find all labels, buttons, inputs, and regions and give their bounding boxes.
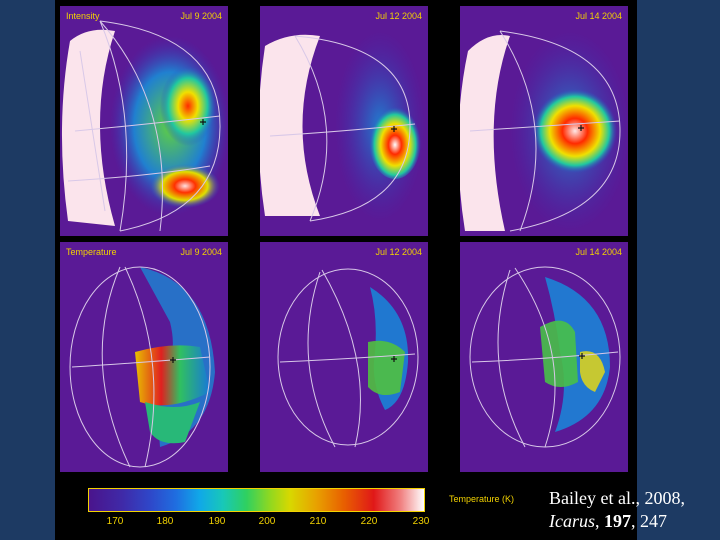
temperature-colorbar — [88, 488, 425, 512]
colorbar-tick: 220 — [360, 516, 378, 527]
intensity-panel-jul9: Intensity Jul 9 2004 — [60, 6, 228, 236]
crosshair-marker — [391, 356, 397, 362]
panel-date-label: Jul 12 2004 — [375, 247, 422, 257]
grid-line — [277, 268, 419, 446]
panel-date-label: Jul 9 2004 — [180, 11, 222, 21]
grid-line — [469, 120, 621, 132]
citation-pages: 247 — [640, 511, 667, 531]
panel-date-label: Jul 12 2004 — [375, 11, 422, 21]
grid-line — [124, 266, 155, 468]
panel-date-label: Jul 14 2004 — [575, 11, 622, 21]
grid-line — [321, 269, 361, 448]
grid-line — [294, 35, 411, 222]
temperature-coverage — [545, 277, 610, 432]
grid-line — [499, 30, 537, 232]
aurora-hotspot — [160, 66, 216, 146]
panel-date-label: Jul 14 2004 — [575, 247, 622, 257]
citation-authors: Bailey et al., 2008, — [549, 488, 685, 508]
panel-left-label: Temperature — [66, 247, 117, 257]
aurora-hotspot — [369, 103, 421, 179]
panel-left-label: Intensity — [66, 11, 100, 21]
slide-background — [0, 0, 55, 540]
colorbar-tick: 230 — [412, 516, 430, 527]
citation-volume: 197 — [604, 511, 631, 531]
grid-line — [279, 353, 416, 363]
temperature-map-jul12 — [277, 268, 419, 448]
temperature-coverage — [145, 402, 200, 444]
temperature-coverage — [540, 320, 578, 387]
colorbar-gradient — [89, 489, 424, 511]
temperature-panel-jul9: Temperature Jul 9 2004 — [60, 242, 228, 472]
grid-line — [497, 269, 526, 448]
grid-line — [101, 266, 131, 468]
colorbar-title: Temperature (K) — [449, 494, 515, 504]
citation-reference: Icarus, 197, 247 — [549, 511, 667, 531]
grid-line — [79, 50, 106, 212]
grid-line — [499, 30, 621, 232]
aurora-hotspot — [533, 89, 617, 173]
crosshair-marker — [170, 357, 176, 363]
grid-line — [294, 35, 328, 222]
crosshair-marker — [200, 119, 206, 125]
grid-line — [99, 20, 163, 232]
crosshair-marker — [579, 353, 585, 359]
intensity-panel-jul14: Jul 14 2004 — [460, 6, 628, 236]
colorbar-tick: 190 — [208, 516, 226, 527]
grid-line — [99, 20, 128, 232]
grid-line — [269, 123, 416, 137]
grid-line — [71, 356, 211, 368]
crosshair-marker — [578, 125, 584, 131]
citation-journal: Icarus — [549, 511, 595, 531]
grid-line — [69, 266, 211, 468]
temperature-panel-jul14: Jul 14 2004 — [460, 242, 628, 472]
citation: Bailey et al., 2008, Icarus, 197, 247 — [549, 487, 685, 533]
planet-limb — [460, 35, 510, 231]
aurora-hotspot — [150, 164, 220, 208]
colorbar-tick: 170 — [106, 516, 124, 527]
grid-line — [471, 351, 619, 363]
crosshair-marker — [391, 126, 397, 132]
colorbar-tick: 180 — [156, 516, 174, 527]
grid-line — [74, 115, 221, 132]
temperature-map-jul9 — [69, 266, 215, 468]
figure-area: Intensity Jul 9 2004 Jul 12 2004 — [55, 0, 637, 540]
grid-line — [99, 20, 221, 232]
temperature-coverage — [135, 345, 210, 406]
planet-limb — [61, 29, 115, 226]
temperature-coverage — [580, 351, 605, 392]
grid-line — [67, 165, 211, 182]
intensity-map-jul14 — [460, 30, 628, 232]
panel-date-label: Jul 9 2004 — [180, 247, 222, 257]
temperature-panel-jul12: Jul 12 2004 — [260, 242, 428, 472]
intensity-map-jul12 — [260, 31, 425, 222]
colorbar-tick: 210 — [309, 516, 327, 527]
intensity-panel-jul12: Jul 12 2004 — [260, 6, 428, 236]
temperature-coverage — [368, 340, 405, 396]
intensity-map-jul9 — [61, 20, 228, 232]
temperature-map-jul14 — [469, 266, 621, 448]
planet-limb — [260, 34, 320, 216]
colorbar-tick: 200 — [258, 516, 276, 527]
